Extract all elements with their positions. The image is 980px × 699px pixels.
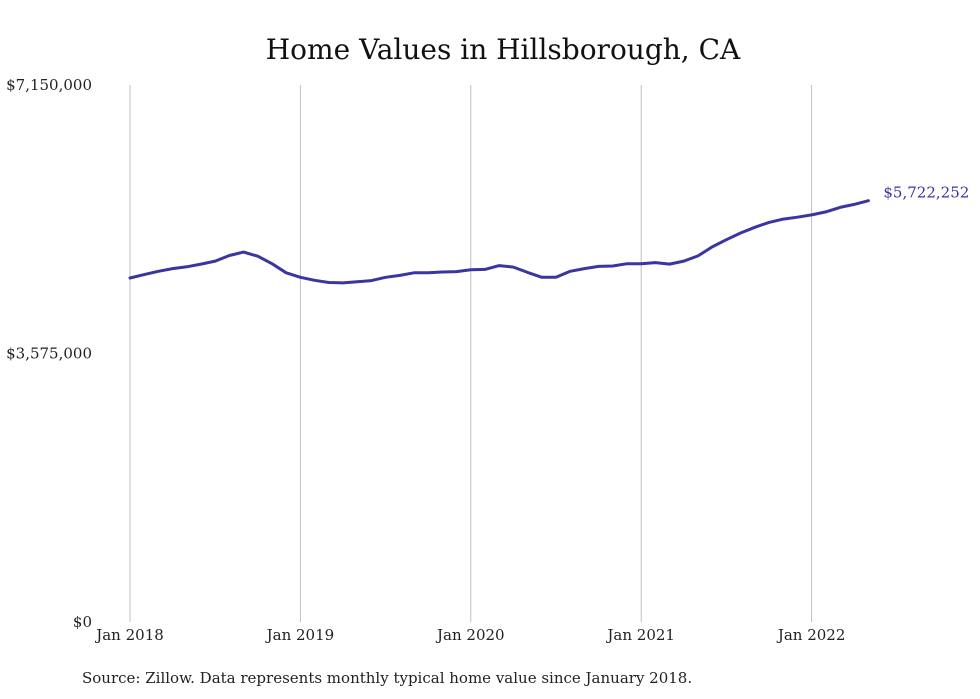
source-note: Source: Zillow. Data represents monthly … — [82, 669, 692, 687]
y-axis-ticks: $0 $3,575,000 $7,150,000 — [6, 76, 92, 631]
y-tick-label: $3,575,000 — [6, 345, 92, 363]
x-axis-ticks: Jan 2018 Jan 2019 Jan 2020 Jan 2021 Jan 2022 — [94, 626, 845, 644]
y-tick-label: $0 — [73, 613, 92, 631]
x-tick-label: Jan 2020 — [435, 626, 505, 644]
gridlines — [129, 85, 813, 622]
x-tick-label: Jan 2019 — [265, 626, 335, 644]
chart-title: Home Values in Hillsborough, CA — [266, 33, 741, 66]
y-tick-label: $7,150,000 — [6, 76, 92, 94]
last-value-label: $5,722,252 — [883, 184, 969, 202]
x-tick-label: Jan 2018 — [94, 626, 164, 644]
series-line — [128, 199, 870, 285]
x-tick-label: Jan 2021 — [605, 626, 675, 644]
series-layer — [128, 199, 870, 285]
x-tick-label: Jan 2022 — [776, 626, 846, 644]
